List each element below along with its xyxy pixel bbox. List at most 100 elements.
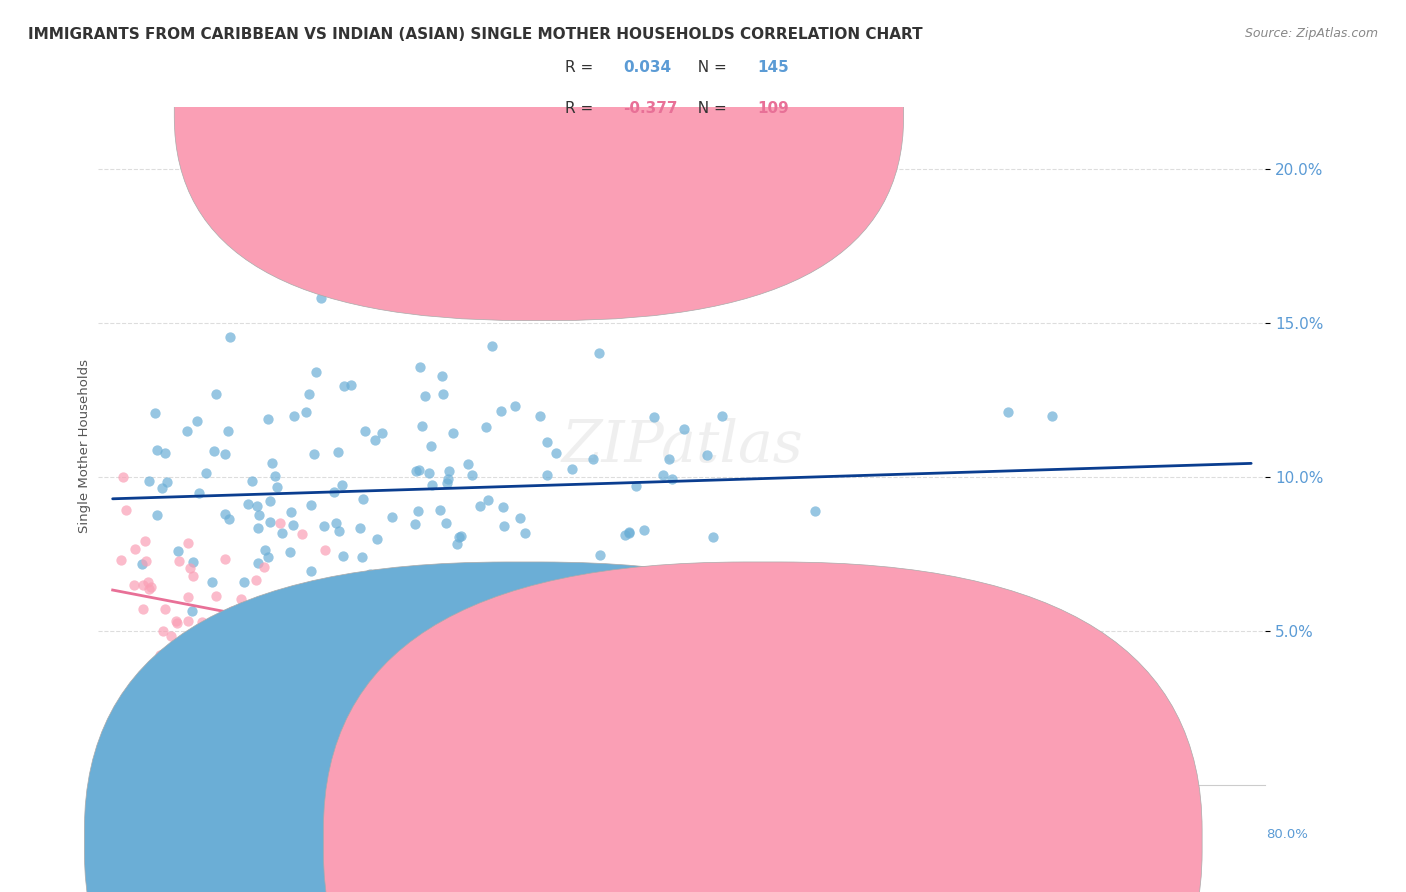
Immigrants from Caribbean — [352, 492, 374, 507]
Immigrants from Caribbean — [450, 529, 472, 543]
Immigrants from Caribbean — [218, 330, 240, 344]
Indians (Asian) — [138, 582, 160, 597]
Indians (Asian) — [669, 599, 692, 614]
Indians (Asian) — [205, 589, 228, 603]
Indians (Asian) — [733, 763, 755, 777]
Indians (Asian) — [498, 586, 520, 600]
Indians (Asian) — [744, 704, 766, 718]
Immigrants from Caribbean — [260, 456, 283, 470]
Immigrants from Caribbean — [588, 548, 610, 562]
Indians (Asian) — [569, 712, 592, 726]
Indians (Asian) — [288, 594, 311, 608]
Immigrants from Caribbean — [513, 570, 536, 584]
Indians (Asian) — [405, 577, 427, 591]
Immigrants from Caribbean — [278, 545, 301, 559]
Indians (Asian) — [273, 624, 295, 639]
Indians (Asian) — [596, 682, 619, 697]
Immigrants from Caribbean — [188, 485, 211, 500]
Indians (Asian) — [162, 681, 184, 696]
Immigrants from Caribbean — [349, 521, 371, 535]
Indians (Asian) — [181, 569, 204, 583]
Indians (Asian) — [311, 626, 333, 640]
Immigrants from Caribbean — [434, 516, 457, 530]
Indians (Asian) — [214, 551, 236, 566]
Immigrants from Caribbean — [266, 481, 288, 495]
Indians (Asian) — [398, 700, 420, 714]
Indians (Asian) — [291, 526, 314, 541]
Immigrants from Caribbean — [544, 446, 567, 460]
Immigrants from Caribbean — [503, 399, 526, 413]
Text: 80.0%: 80.0% — [1265, 829, 1308, 841]
Immigrants from Caribbean — [366, 532, 388, 546]
Immigrants from Caribbean — [311, 291, 333, 305]
Immigrants from Caribbean — [340, 378, 363, 392]
Immigrants from Caribbean — [150, 481, 173, 495]
Immigrants from Caribbean — [658, 452, 681, 467]
Immigrants from Caribbean — [181, 604, 204, 618]
Immigrants from Caribbean — [259, 515, 281, 529]
Indians (Asian) — [314, 628, 336, 642]
Indians (Asian) — [267, 636, 290, 650]
Immigrants from Caribbean — [301, 498, 323, 512]
Immigrants from Caribbean — [561, 462, 583, 476]
Text: N =: N = — [688, 101, 731, 116]
Indians (Asian) — [385, 642, 408, 657]
Indians (Asian) — [159, 629, 181, 643]
Indians (Asian) — [177, 614, 200, 628]
Indians (Asian) — [299, 673, 322, 687]
Indians (Asian) — [318, 592, 340, 607]
Indians (Asian) — [190, 615, 212, 630]
Immigrants from Caribbean — [477, 493, 499, 508]
Indians (Asian) — [472, 720, 495, 734]
Immigrants from Caribbean — [214, 507, 236, 521]
Indians (Asian) — [508, 675, 530, 690]
Indians (Asian) — [565, 643, 588, 657]
Indians (Asian) — [252, 667, 274, 681]
Immigrants from Caribbean — [323, 484, 346, 499]
Immigrants from Caribbean — [364, 433, 387, 447]
Indians (Asian) — [392, 691, 415, 706]
Immigrants from Caribbean — [492, 500, 515, 514]
Indians (Asian) — [177, 591, 200, 605]
Text: R =: R = — [565, 101, 599, 116]
Text: 0.034: 0.034 — [623, 61, 672, 75]
Immigrants from Caribbean — [156, 475, 179, 489]
Immigrants from Caribbean — [257, 412, 280, 426]
Immigrants from Caribbean — [758, 605, 780, 619]
Indians (Asian) — [472, 669, 495, 683]
Immigrants from Caribbean — [246, 499, 269, 513]
Indians (Asian) — [434, 585, 457, 599]
Immigrants from Caribbean — [396, 608, 419, 623]
Indians (Asian) — [165, 615, 187, 629]
Indians (Asian) — [510, 725, 533, 739]
Immigrants from Caribbean — [626, 479, 648, 493]
Immigrants from Caribbean — [242, 608, 264, 623]
Text: 145: 145 — [758, 61, 790, 75]
Indians (Asian) — [136, 575, 159, 590]
Immigrants from Caribbean — [375, 608, 398, 623]
Indians (Asian) — [269, 516, 291, 530]
Indians (Asian) — [638, 585, 661, 599]
Immigrants from Caribbean — [131, 557, 153, 571]
Indians (Asian) — [662, 718, 685, 732]
Indians (Asian) — [515, 664, 537, 678]
Immigrants from Caribbean — [328, 524, 350, 538]
Immigrants from Caribbean — [145, 442, 167, 457]
Immigrants from Caribbean — [201, 575, 224, 590]
Immigrants from Caribbean — [437, 464, 460, 478]
Immigrants from Caribbean — [254, 542, 277, 557]
Indians (Asian) — [273, 662, 295, 676]
Text: -0.377: -0.377 — [623, 101, 678, 116]
Text: 0.0%: 0.0% — [98, 829, 132, 841]
Indians (Asian) — [124, 542, 146, 557]
Immigrants from Caribbean — [283, 409, 305, 423]
Immigrants from Caribbean — [330, 478, 353, 492]
Immigrants from Caribbean — [352, 549, 374, 564]
Immigrants from Caribbean — [711, 409, 734, 423]
Indians (Asian) — [221, 604, 243, 618]
Indians (Asian) — [242, 626, 264, 640]
Indians (Asian) — [165, 653, 187, 667]
Immigrants from Caribbean — [441, 426, 464, 441]
Indians (Asian) — [132, 578, 155, 592]
Y-axis label: Single Mother Households: Single Mother Households — [79, 359, 91, 533]
